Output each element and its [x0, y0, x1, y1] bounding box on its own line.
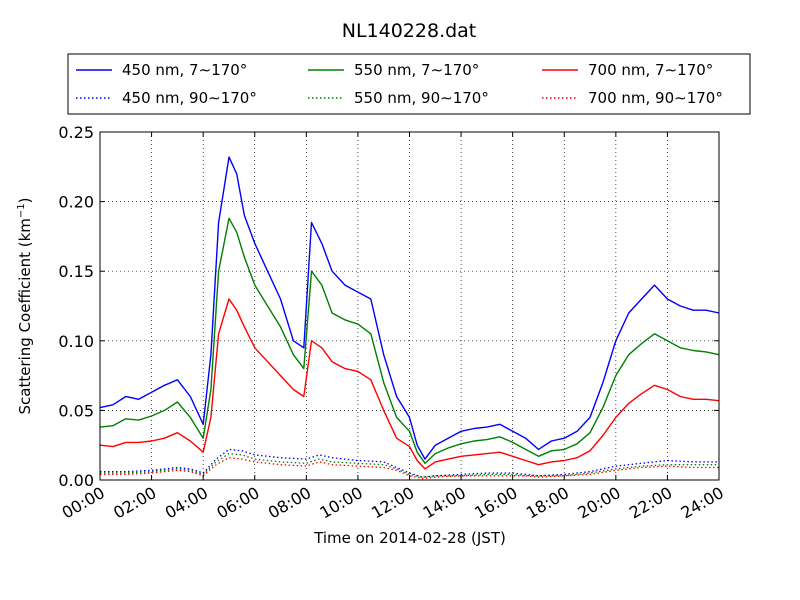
y-tick-label: 0.20: [58, 193, 94, 212]
x-axis-label: Time on 2014-02-28 (JST): [313, 529, 506, 547]
x-tick-label: 20:00: [574, 483, 623, 523]
series-line-3: [100, 448, 719, 478]
plot-area: 00:00 02:00 04:00 06:00 08:00 10:00 12:00 14:00…: [58, 123, 727, 523]
series-line-4: [100, 452, 719, 478]
x-tick-label: 16:00: [471, 483, 520, 523]
x-tick-label: 24:00: [678, 483, 727, 523]
y-axis-label: Scattering Coefficient (km−1): [16, 197, 34, 414]
legend-label-2: 700 nm, 7∼170°: [588, 61, 713, 79]
series-line-0: [99, 156, 720, 460]
y-tick-label: 0.15: [58, 262, 94, 281]
x-tick-label: 02:00: [110, 483, 159, 523]
legend-label-0: 450 nm, 7∼170°: [122, 61, 247, 79]
x-tick-label: 08:00: [265, 483, 314, 523]
legend-label-4: 550 nm, 90∼170°: [354, 89, 489, 107]
y-axis-label-close: ): [16, 197, 34, 203]
legend-frame: [67, 53, 751, 115]
x-tick-label: 22:00: [626, 483, 675, 523]
series-line-2: [99, 298, 720, 470]
y-tick-label: 0.25: [58, 123, 94, 142]
y-tick-label: 0.05: [58, 401, 94, 420]
legend-label-1: 550 nm, 7∼170°: [354, 61, 479, 79]
y-axis-label-main: Scattering Coefficient (km: [16, 218, 34, 414]
y-axis-label-superscript: −1: [16, 203, 27, 218]
series-line-5: [100, 457, 719, 480]
chart-title: NL140228.dat: [342, 20, 477, 42]
y-tick-label: 0.10: [58, 332, 94, 351]
legend-label-5: 700 nm, 90∼170°: [588, 89, 723, 107]
legend: 450 nm, 7∼170° 550 nm, 7∼170° 700 nm, 7∼17…: [67, 53, 751, 115]
series-line-1: [99, 217, 720, 464]
x-tick-label: 06:00: [213, 483, 262, 523]
x-tick-label: 10:00: [316, 483, 365, 523]
x-tick-label: 12:00: [368, 483, 417, 523]
x-tick-label: 18:00: [523, 483, 572, 523]
x-tick-label: 04:00: [162, 483, 211, 523]
legend-label-3: 450 nm, 90∼170°: [122, 89, 257, 107]
x-tick-label: 14:00: [420, 483, 469, 523]
y-tick-label: 0.00: [58, 471, 94, 490]
